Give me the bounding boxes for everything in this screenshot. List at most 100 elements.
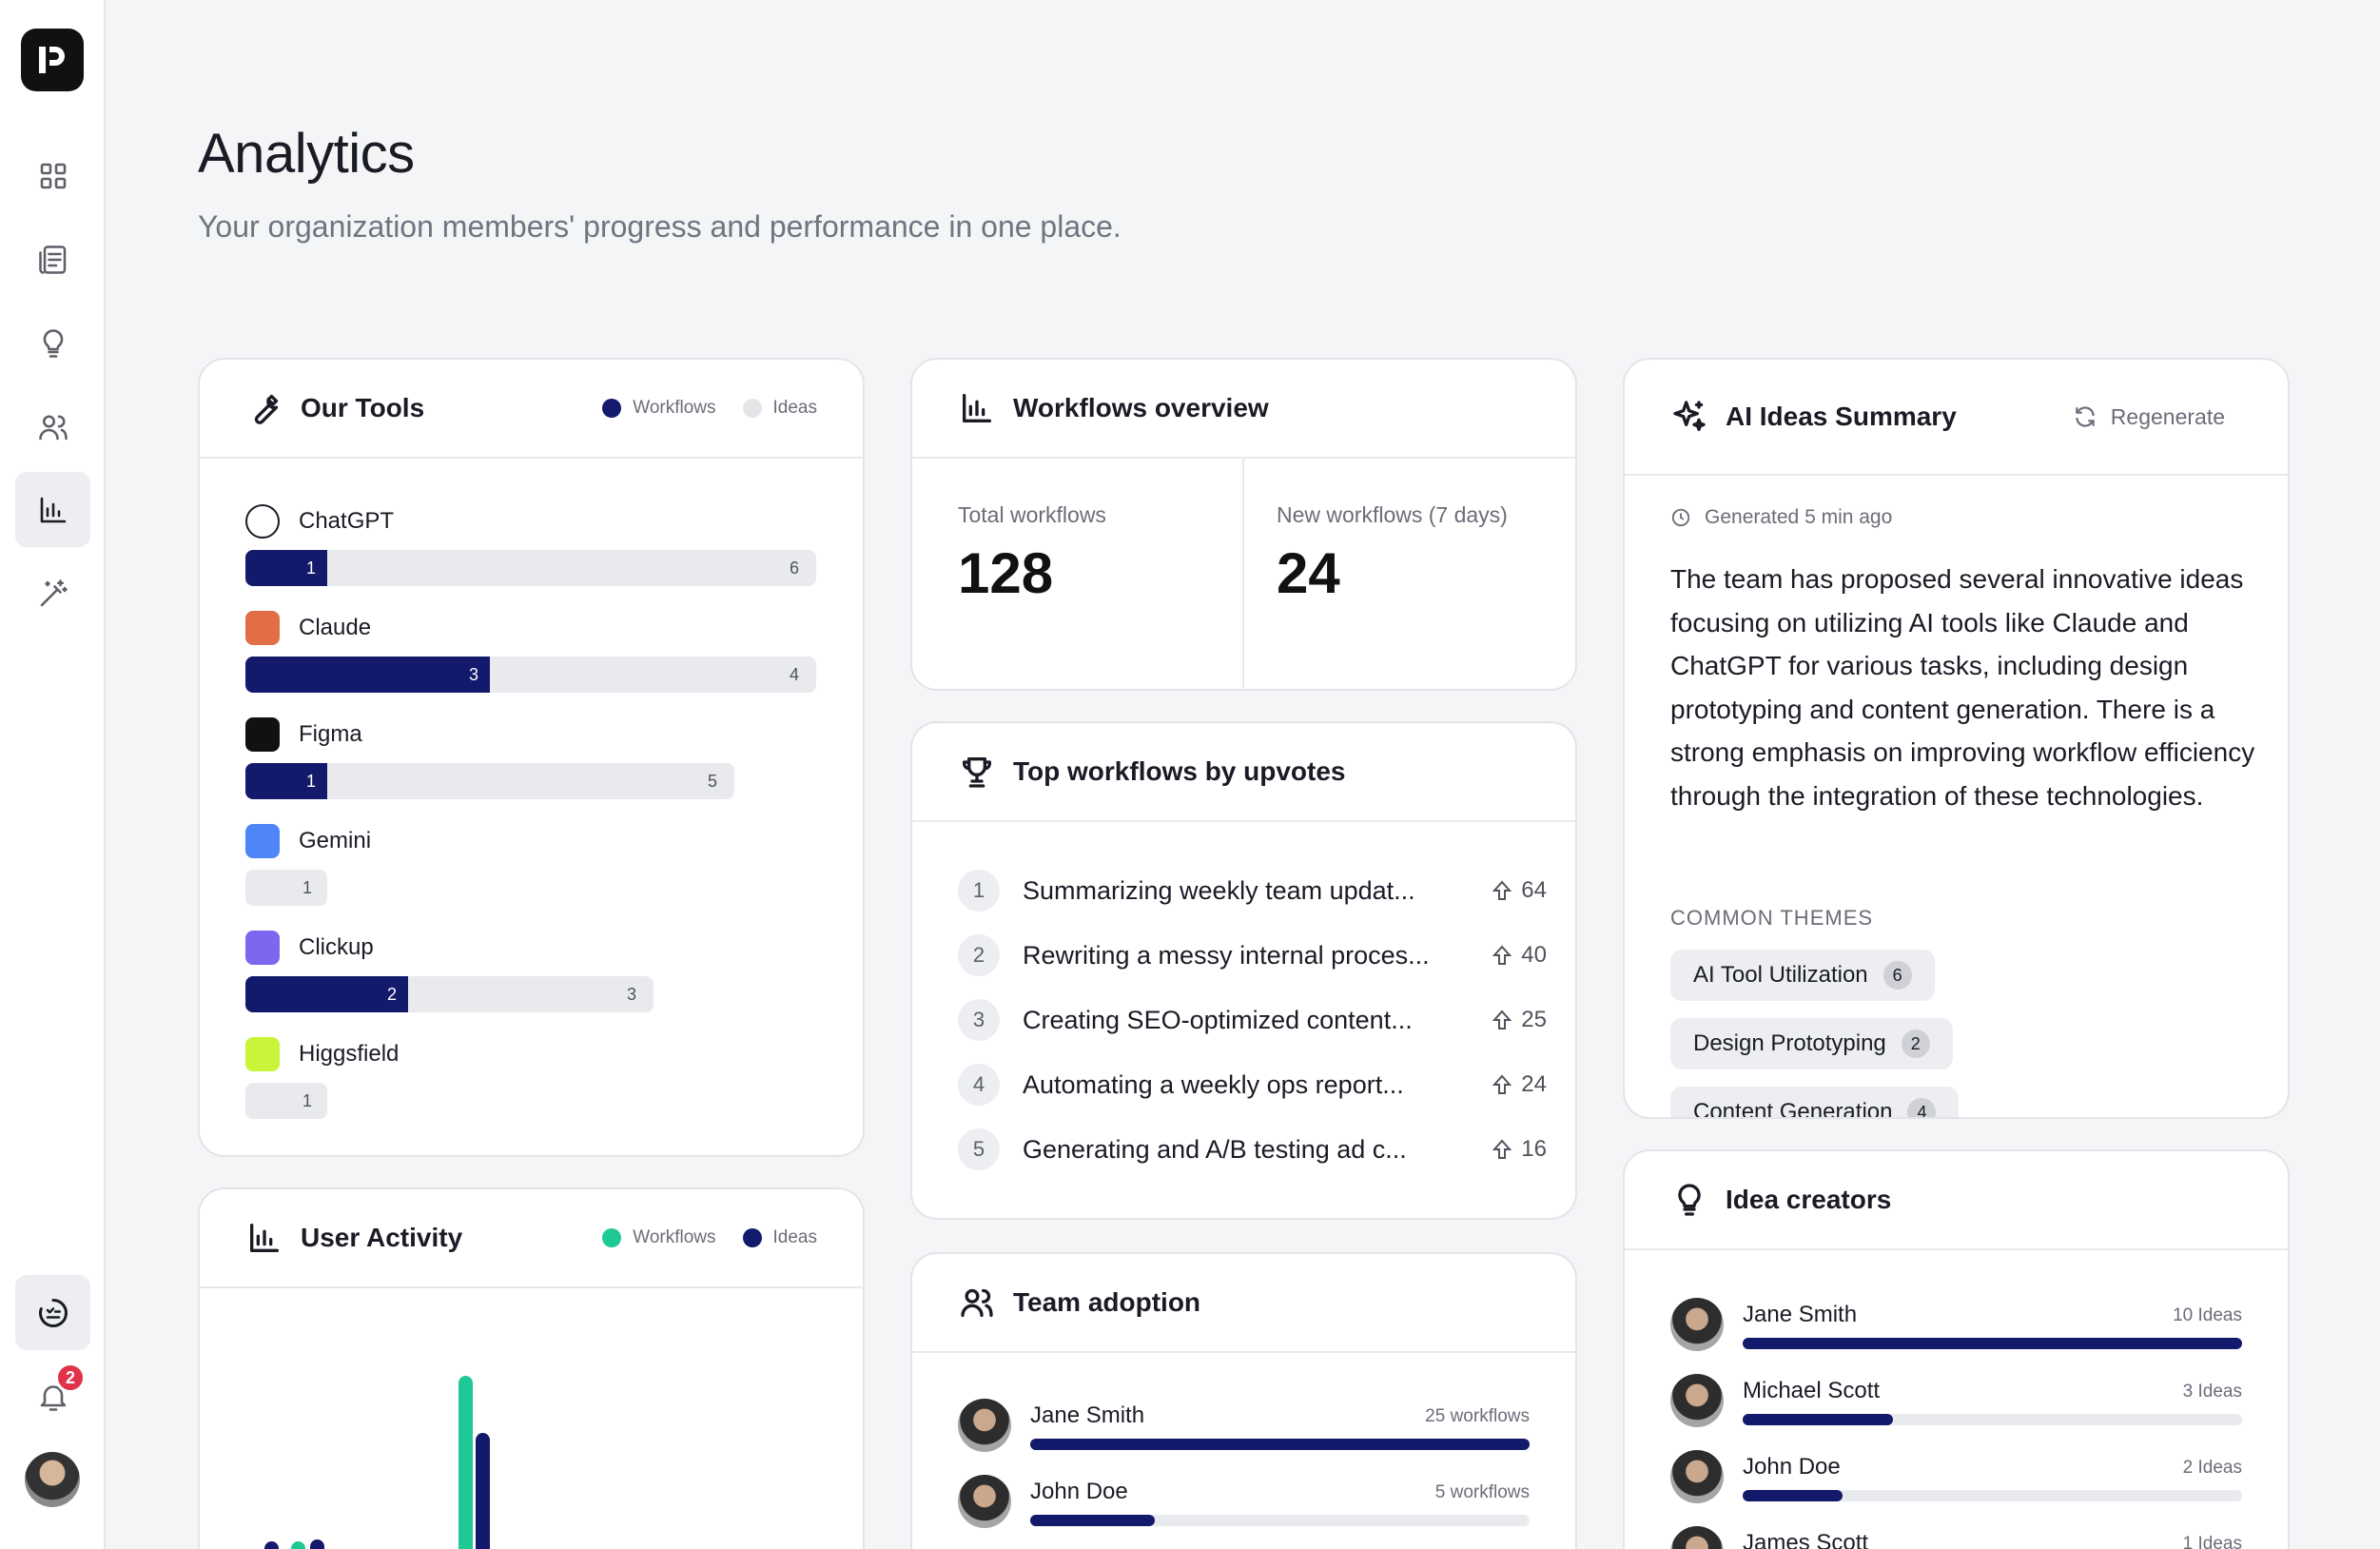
person-name: Jane Smith bbox=[1743, 1302, 1858, 1327]
our-tools-header: Our Tools Workflows Ideas bbox=[200, 360, 863, 459]
dashboard-icon bbox=[40, 163, 66, 188]
tool-name: Clickup bbox=[245, 931, 374, 965]
avatar bbox=[1670, 1298, 1724, 1351]
tool-workflows-bar bbox=[245, 763, 327, 799]
rank-number: 3 bbox=[958, 999, 1000, 1041]
workflow-title: Rewriting a messy internal proces... bbox=[1023, 940, 1430, 970]
person-name: Michael Scott bbox=[1743, 1378, 1881, 1403]
nav-notifications[interactable] bbox=[15, 1359, 90, 1434]
tool-ideas-value: 1 bbox=[302, 1091, 313, 1110]
person-row[interactable]: Jane Smith 10 Ideas bbox=[1670, 1298, 2242, 1355]
workflows-overview-card: Workflows overview Total workflows 128 N… bbox=[910, 358, 1577, 691]
page-subtitle: Your organization members' progress and … bbox=[198, 209, 1122, 244]
avatar bbox=[1670, 1526, 1724, 1549]
workflow-row[interactable]: 1 Summarizing weekly team updat... 64 bbox=[958, 866, 1547, 915]
tool-ideas-bar: 1 bbox=[245, 870, 327, 906]
regenerate-button[interactable]: Regenerate bbox=[2073, 360, 2225, 474]
person-name: John Doe bbox=[1743, 1454, 1841, 1480]
refresh-icon bbox=[2076, 406, 2095, 427]
nav-ideas[interactable] bbox=[15, 305, 90, 381]
workflow-row[interactable]: 2 Rewriting a messy internal proces... 40 bbox=[958, 931, 1547, 980]
legend-workflows: Workflows bbox=[602, 398, 716, 419]
nav-magic[interactable] bbox=[15, 556, 90, 631]
legend-ideas: Ideas bbox=[742, 398, 817, 419]
ai-summary-header: AI Ideas Summary Regenerate bbox=[1625, 360, 2288, 476]
nav-users[interactable] bbox=[15, 389, 90, 464]
user-avatar[interactable] bbox=[25, 1452, 80, 1507]
votes-value: 16 bbox=[1521, 1136, 1547, 1162]
person-count: 25 workflows bbox=[1425, 1406, 1530, 1426]
theme-pill[interactable]: Design Prototyping 2 bbox=[1670, 1018, 1953, 1069]
tool-label: Higgsfield bbox=[299, 1041, 400, 1067]
workflow-row[interactable]: 5 Generating and A/B testing ad c... 16 bbox=[958, 1125, 1547, 1174]
tool-workflows-value: 1 bbox=[306, 559, 317, 578]
person-count: 1 Ideas bbox=[2182, 1534, 2242, 1549]
nav-docs[interactable] bbox=[15, 222, 90, 297]
user-activity-title: User Activity bbox=[301, 1223, 463, 1252]
person-row[interactable]: John Doe 5 workflows bbox=[958, 1475, 1530, 1532]
user-activity-header: User Activity Workflows Ideas bbox=[200, 1189, 863, 1288]
tool-label: ChatGPT bbox=[299, 508, 395, 534]
tool-workflows-value: 3 bbox=[469, 665, 479, 684]
users-icon bbox=[38, 414, 68, 440]
theme-count: 2 bbox=[1901, 1029, 1930, 1058]
ai-summary-title: AI Ideas Summary bbox=[1726, 402, 1957, 431]
person-row[interactable]: Jane Smith 25 workflows bbox=[958, 1399, 1530, 1456]
tool-workflows-value: 1 bbox=[306, 772, 317, 791]
person-row[interactable]: John Doe 2 Ideas bbox=[1670, 1450, 2242, 1507]
user-activity-card: User Activity Workflows Ideas bbox=[198, 1187, 865, 1549]
tool-icon bbox=[245, 1037, 280, 1071]
tool-icon bbox=[245, 824, 280, 858]
team-adoption-card: Team adoption Jane Smith 25 workflows John… bbox=[910, 1252, 1577, 1549]
person-row[interactable]: James Scott 1 Ideas bbox=[1670, 1526, 2242, 1549]
total-workflows-stat: Total workflows 128 bbox=[912, 459, 1244, 689]
progress-track bbox=[1743, 1338, 2242, 1349]
theme-pill[interactable]: AI Tool Utilization 6 bbox=[1670, 950, 1935, 1001]
top-workflows-header: Top workflows by upvotes bbox=[912, 723, 1575, 822]
tool-ideas-bar: 1 bbox=[245, 1083, 327, 1119]
upvote-count[interactable]: 16 bbox=[1480, 1136, 1547, 1163]
upvote-count[interactable]: 64 bbox=[1480, 877, 1547, 904]
idea-creators-header: Idea creators bbox=[1625, 1151, 2288, 1250]
workflow-row[interactable]: 4 Automating a weekly ops report... 24 bbox=[958, 1060, 1547, 1109]
person-count: 3 Ideas bbox=[2182, 1382, 2242, 1402]
nav-dashboard[interactable] bbox=[15, 138, 90, 213]
theme-count: 6 bbox=[1883, 961, 1912, 990]
team-adoption-header: Team adoption bbox=[912, 1254, 1575, 1353]
theme-pill[interactable]: Content Generation 4 bbox=[1670, 1087, 1960, 1117]
upvote-count[interactable]: 40 bbox=[1480, 942, 1547, 969]
sidebar: 2 bbox=[0, 0, 106, 1549]
activity-ideas-bar bbox=[476, 1433, 490, 1549]
analytics-icon bbox=[40, 497, 66, 522]
idea-creators-card: Idea creators Jane Smith 10 Ideas Michael … bbox=[1623, 1149, 2290, 1549]
person-row[interactable]: Michael Scott 3 Ideas bbox=[1670, 1374, 2242, 1431]
avatar bbox=[958, 1399, 1011, 1452]
logo-icon bbox=[39, 47, 65, 73]
top-workflows-card: Top workflows by upvotes 1 Summarizing we… bbox=[910, 721, 1577, 1220]
workflow-title: Creating SEO-optimized content... bbox=[1023, 1005, 1413, 1034]
common-themes-label: COMMON THEMES bbox=[1670, 906, 1874, 930]
progress-fill bbox=[1743, 1490, 1843, 1501]
upvote-count[interactable]: 24 bbox=[1480, 1071, 1547, 1098]
workflow-row[interactable]: 3 Creating SEO-optimized content... 25 bbox=[958, 995, 1547, 1045]
nav-analytics[interactable] bbox=[15, 472, 90, 547]
app-logo[interactable] bbox=[21, 29, 84, 91]
person-name: John Doe bbox=[1030, 1479, 1128, 1504]
tool-workflows-bar bbox=[245, 550, 327, 586]
avatar bbox=[958, 1475, 1011, 1528]
team-adoption-title: Team adoption bbox=[1013, 1287, 1201, 1317]
progress-track bbox=[1030, 1439, 1530, 1450]
new-workflows-value: 24 bbox=[1277, 541, 1340, 605]
tool-name: Gemini bbox=[245, 824, 371, 858]
upvote-count[interactable]: 25 bbox=[1480, 1007, 1547, 1033]
generated-label: Generated 5 min ago bbox=[1705, 506, 1893, 528]
votes-value: 64 bbox=[1521, 877, 1547, 903]
magic-wand-icon bbox=[40, 578, 68, 606]
person-count: 5 workflows bbox=[1434, 1482, 1530, 1502]
tool-ideas-value: 1 bbox=[302, 878, 313, 897]
wrench-icon bbox=[245, 389, 283, 427]
nav-tasks[interactable] bbox=[15, 1275, 90, 1350]
total-workflows-label: Total workflows bbox=[958, 502, 1106, 527]
